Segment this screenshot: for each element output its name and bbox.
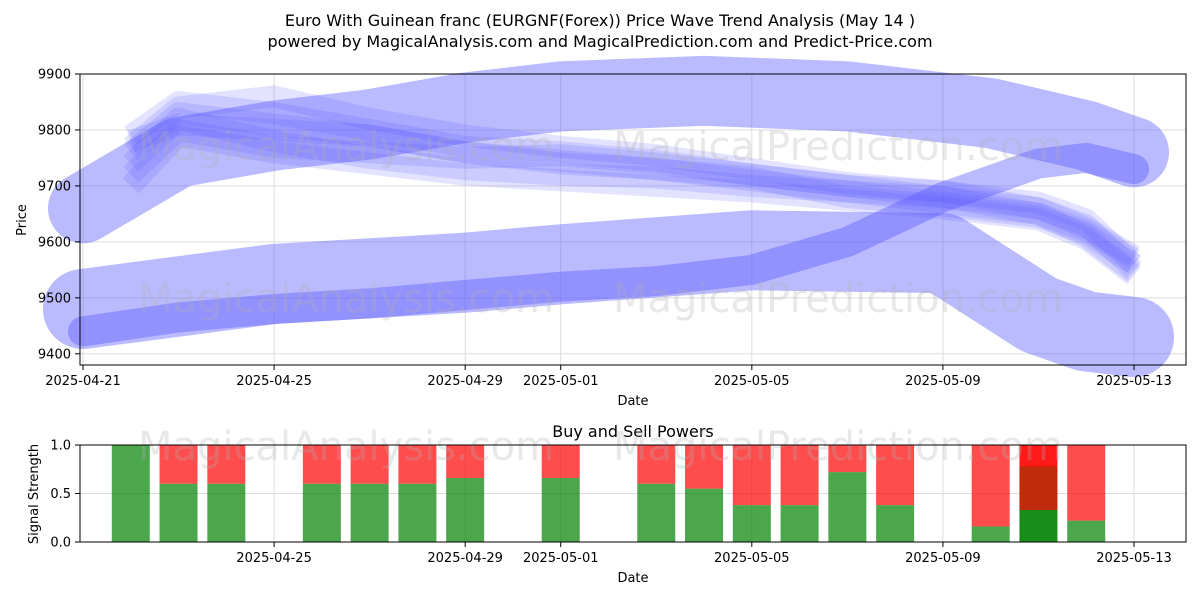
buy-sell-power-chart: Buy and Sell Powers MagicalAnalysis.com … bbox=[27, 422, 1187, 586]
buy-power-bar-15 bbox=[1019, 509, 1058, 542]
power-y-axis-label: Signal Strength bbox=[27, 444, 42, 544]
watermark-analysis-top: MagicalAnalysis.com bbox=[138, 124, 554, 170]
power-x-tick-label-1: 2025-04-29 bbox=[427, 551, 503, 566]
sell-power-bar-14 bbox=[971, 445, 1010, 527]
sell-power-bar-3 bbox=[302, 445, 341, 484]
power-y-tick-label-2: 1.0 bbox=[50, 439, 71, 454]
watermark-prediction-mid: MagicalPrediction.com bbox=[613, 276, 1063, 322]
price-x-ticks: 2025-04-21 2025-04-25 2025-04-29 2025-05-01… bbox=[45, 365, 1172, 389]
chart-title-line2: powered by MagicalAnalysis.com and Magic… bbox=[267, 32, 932, 51]
price-wave-chart: MagicalAnalysis.com MagicalPrediction.co… bbox=[15, 55, 1187, 409]
power-y-tick-label-1: 0.5 bbox=[50, 487, 71, 502]
watermark-prediction-bottom: MagicalPrediction.com bbox=[613, 424, 1063, 470]
buy-power-bar-7 bbox=[541, 477, 580, 542]
power-bars bbox=[111, 445, 1106, 542]
power-x-tick-label-5: 2025-05-13 bbox=[1096, 551, 1172, 566]
overlap-power-bar-15 bbox=[1019, 466, 1058, 510]
sell-power-bar-9 bbox=[685, 445, 724, 489]
price-wave-band-8 bbox=[123, 85, 1140, 266]
sell-power-bar-7 bbox=[541, 445, 580, 478]
price-x-tick-label-0: 2025-04-21 bbox=[45, 374, 121, 389]
price-x-tick-label-3: 2025-05-01 bbox=[523, 374, 599, 389]
buy-power-bar-13 bbox=[876, 505, 915, 542]
watermark-analysis-mid: MagicalAnalysis.com bbox=[138, 276, 554, 322]
price-wave-band-1 bbox=[68, 142, 1149, 347]
price-wave-band-0 bbox=[48, 55, 1169, 244]
price-plot-frame bbox=[79, 73, 1187, 366]
buy-power-bar-10 bbox=[732, 505, 771, 542]
price-wave-band-7 bbox=[122, 124, 1141, 285]
price-y-tick-label-3: 9700 bbox=[38, 179, 71, 194]
price-wave-band-6 bbox=[123, 107, 1141, 282]
sell-power-bar-1 bbox=[159, 445, 198, 484]
price-y-tick-label-1: 9500 bbox=[38, 291, 71, 306]
power-y-tick-label-0: 0.0 bbox=[50, 536, 71, 551]
price-wave-band-2 bbox=[43, 210, 1174, 377]
sell-power-bar-5 bbox=[398, 445, 437, 484]
price-y-tick-label-2: 9600 bbox=[38, 235, 71, 250]
sell-power-bar-4 bbox=[350, 445, 389, 484]
sell-power-bar-12 bbox=[828, 445, 867, 473]
sell-power-bar-6 bbox=[446, 445, 485, 478]
buy-power-bar-12 bbox=[828, 472, 867, 542]
buy-power-bar-4 bbox=[350, 483, 389, 542]
buy-power-bar-9 bbox=[685, 488, 724, 542]
buy-power-bar-8 bbox=[637, 483, 676, 542]
buy-power-bar-3 bbox=[302, 483, 341, 542]
price-wave-bands bbox=[43, 55, 1174, 377]
buy-power-bar-2 bbox=[207, 483, 246, 542]
price-wave-band-9 bbox=[127, 113, 1140, 274]
power-y-ticks: 0.0 0.5 1.0 bbox=[50, 439, 80, 551]
buy-power-bar-16 bbox=[1067, 520, 1106, 542]
buy-power-bar-11 bbox=[780, 505, 819, 542]
power-x-tick-label-3: 2025-05-05 bbox=[714, 551, 790, 566]
sell-power-bar-8 bbox=[637, 445, 676, 484]
power-x-tick-label-0: 2025-04-25 bbox=[236, 551, 312, 566]
sell-power-bar-10 bbox=[732, 445, 771, 506]
sell-power-bar-11 bbox=[780, 445, 819, 506]
price-x-tick-label-2: 2025-04-29 bbox=[427, 374, 503, 389]
price-y-tick-label-0: 9400 bbox=[38, 347, 71, 362]
price-x-axis-label: Date bbox=[617, 394, 648, 409]
price-x-tick-label-1: 2025-04-25 bbox=[236, 374, 312, 389]
power-x-tick-label-4: 2025-05-09 bbox=[905, 551, 981, 566]
power-chart-title: Buy and Sell Powers bbox=[552, 422, 714, 441]
price-y-tick-label-5: 9900 bbox=[38, 68, 71, 83]
chart-title-line1: Euro With Guinean franc (EURGNF(Forex)) … bbox=[285, 11, 915, 30]
sell-power-bar-16 bbox=[1067, 445, 1106, 521]
price-x-tick-label-4: 2025-05-05 bbox=[714, 374, 790, 389]
price-wave-band-3 bbox=[123, 119, 1142, 273]
price-x-tick-label-6: 2025-05-13 bbox=[1096, 374, 1172, 389]
price-wave-band-5 bbox=[124, 91, 1140, 269]
power-x-ticks: 2025-04-25 2025-04-29 2025-05-01 2025-05-05… bbox=[236, 542, 1172, 566]
sell-power-bar-2 bbox=[207, 445, 246, 484]
buy-power-bar-6 bbox=[446, 477, 485, 542]
buy-power-bar-5 bbox=[398, 483, 437, 542]
power-x-axis-label: Date bbox=[617, 571, 648, 586]
price-y-ticks: 9400 9500 9600 9700 9800 9900 bbox=[38, 68, 80, 362]
price-wave-band-4 bbox=[123, 102, 1142, 278]
price-y-tick-label-4: 9800 bbox=[38, 123, 71, 138]
sell-power-bar-13 bbox=[876, 445, 915, 506]
price-y-axis-label: Price bbox=[15, 204, 30, 236]
price-x-tick-label-5: 2025-05-09 bbox=[905, 374, 981, 389]
buy-power-bar-1 bbox=[159, 483, 198, 542]
power-x-tick-label-2: 2025-05-01 bbox=[523, 551, 599, 566]
buy-power-bar-14 bbox=[971, 526, 1010, 542]
buy-power-bar-0 bbox=[111, 445, 150, 542]
watermark-analysis-bottom: MagicalAnalysis.com bbox=[138, 424, 554, 470]
watermark-prediction-top: MagicalPrediction.com bbox=[613, 124, 1063, 170]
